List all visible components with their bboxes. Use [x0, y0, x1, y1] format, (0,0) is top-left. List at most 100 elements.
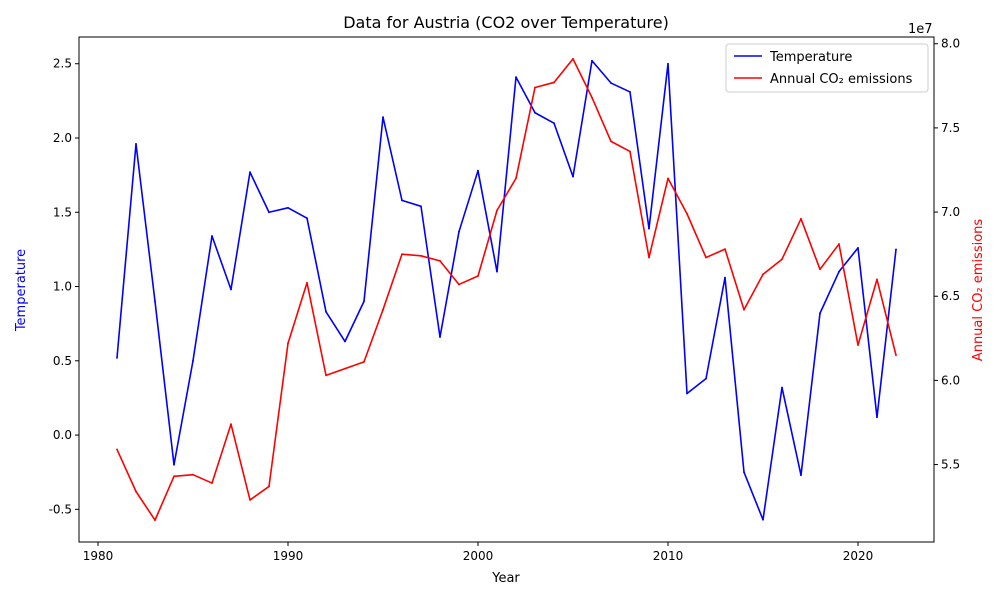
co2-data-point — [705, 256, 707, 259]
co2-data-point — [819, 268, 821, 271]
co2-data-point — [496, 209, 498, 212]
temperature-data-point — [192, 359, 194, 362]
legend-box — [725, 43, 929, 93]
co2-data-point — [344, 367, 346, 370]
co2-data-point — [439, 259, 441, 262]
co2-data-point — [629, 150, 631, 153]
co2-data-point — [686, 212, 688, 215]
temperature-data-point — [629, 91, 631, 93]
temperature-data-point — [382, 116, 384, 119]
co2-data-point — [116, 448, 118, 451]
co2-data-point — [306, 281, 308, 284]
co2-data-point — [534, 86, 536, 89]
legend-label-co2: Annual CO₂ emissions — [770, 72, 913, 87]
temperature-data-point — [648, 227, 650, 230]
co2-data-point — [382, 308, 384, 311]
temperature-data-point — [762, 518, 764, 521]
y-left-tick-label: 0.5 — [53, 354, 72, 368]
plot-area: 1980 1990 2000 2010 2020 -0.5 0.0 0.5 1.0 1.5 2.0 2… — [49, 37, 961, 563]
temperature-data-point — [135, 143, 137, 145]
temperature-data-point — [363, 300, 365, 303]
plot-frame — [78, 36, 935, 543]
co2-data-point — [458, 283, 460, 286]
temperature-data-point — [211, 235, 213, 237]
temperature-data-point — [724, 276, 726, 279]
legend: Temperature Annual CO₂ emissions — [725, 43, 929, 93]
x-tick-label: 1980 — [83, 549, 114, 563]
co2-data-point — [762, 273, 764, 276]
co2-data-point — [401, 253, 403, 256]
y-right-tick-label: 5.5 — [941, 458, 960, 472]
y-left-tick-label: 1.0 — [53, 280, 72, 294]
co2-data-point — [211, 482, 213, 484]
co2-data-point — [876, 278, 878, 281]
temperature-series-line — [116, 59, 897, 521]
y-left-tick-label: 0.0 — [53, 428, 72, 442]
co2-data-point — [230, 423, 232, 426]
x-tick-label: 1990 — [273, 549, 304, 563]
temperature-data-point — [173, 463, 175, 466]
y-left-tick-label: 1.5 — [53, 205, 72, 219]
y-right-tick-label: 8.0 — [941, 37, 960, 51]
co2-data-point — [135, 490, 137, 493]
legend-label-temperature: Temperature — [769, 50, 852, 65]
co2-data-point — [325, 374, 327, 377]
co2-data-point — [287, 342, 289, 345]
temperature-data-point — [895, 248, 897, 251]
temperature-data-point — [325, 310, 327, 313]
co2-data-point — [895, 354, 897, 357]
temperature-data-point — [458, 230, 460, 233]
temperature-data-point — [705, 377, 707, 380]
x-tick-label: 2010 — [653, 549, 684, 563]
co2-data-point — [724, 248, 726, 251]
y-left-tick-label: 2.0 — [53, 131, 72, 145]
temperature-data-point — [230, 288, 232, 291]
y-right-tick-label: 6.5 — [941, 289, 960, 303]
co2-data-point — [420, 254, 422, 257]
co2-data-point — [154, 519, 156, 522]
co2-data-point — [838, 243, 840, 245]
co2-data-point — [515, 177, 517, 180]
y-left-tick-label: -0.5 — [49, 502, 72, 516]
temperature-data-point — [838, 270, 840, 273]
temperature-data-point — [591, 59, 593, 62]
x-tick-label: 2020 — [843, 549, 874, 563]
temperature-data-point — [800, 474, 802, 477]
y-axis-left-label: Temperature — [14, 249, 29, 332]
co2-data-point — [268, 485, 270, 488]
co2-data-point — [477, 275, 479, 277]
co2-data-point — [192, 473, 194, 476]
x-tick-label: 2000 — [463, 549, 494, 563]
temperature-data-point — [743, 471, 745, 474]
co2-data-point — [743, 308, 745, 311]
y-right-tick-label: 7.0 — [941, 205, 960, 219]
co2-emissions-series-line — [116, 58, 897, 521]
temperature-data-point — [667, 62, 669, 65]
temperature-data-point — [154, 300, 156, 303]
temperature-data-point — [610, 82, 612, 84]
co2-data-point — [667, 177, 669, 180]
temperature-data-point — [781, 386, 783, 389]
co2-data-point — [857, 344, 859, 346]
co2-data-point — [591, 96, 593, 99]
temperature-data-point — [496, 270, 498, 273]
co2-data-point — [800, 217, 802, 220]
temperature-data-point — [287, 206, 289, 209]
y-axis-right-multiplier: 1e7 — [908, 22, 933, 37]
co2-data-point — [363, 360, 365, 363]
co2-data-point — [781, 258, 783, 261]
temperature-data-point — [857, 247, 859, 249]
temperature-data-point — [477, 169, 479, 172]
temperature-data-point — [686, 392, 688, 395]
co2-data-point — [648, 256, 650, 259]
temperature-data-point — [116, 356, 118, 359]
temperature-data-point — [249, 171, 251, 174]
co2-data-point — [249, 499, 251, 501]
co2-data-point — [610, 140, 612, 143]
temperature-data-point — [420, 205, 422, 208]
temperature-data-point — [344, 340, 346, 343]
temperature-data-point — [553, 122, 555, 125]
y-axis-right-label: Annual CO₂ emissions — [971, 219, 986, 362]
